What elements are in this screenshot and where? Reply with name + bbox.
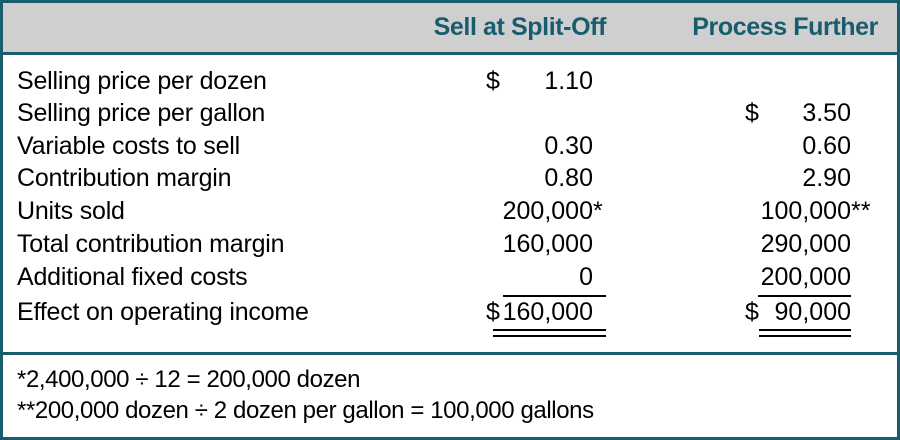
row-label: Variable costs to sell <box>17 132 241 160</box>
table-row-units-sold: Units sold 200,000 * 100,000 ** <box>3 195 897 227</box>
footnote-units-sold-gallons: **200,000 dozen ÷ 2 dozen per gallon = 1… <box>17 397 594 424</box>
footnote-units-sold-dozen: *2,400,000 ÷ 12 = 200,000 dozen <box>17 366 361 393</box>
cell-value: 100,000 <box>760 197 851 225</box>
cell-value: 0.30 <box>544 132 593 160</box>
table-row-contribution-margin: Contribution margin 0.80 2.90 <box>3 162 897 194</box>
double-underline-process-further <box>759 329 851 337</box>
row-label: Additional fixed costs <box>17 263 248 291</box>
cell-value: 0.80 <box>544 164 593 192</box>
cell-split-off <box>486 97 606 129</box>
table-footnotes: *2,400,000 ÷ 12 = 200,000 dozen **200,00… <box>3 352 897 434</box>
table-row-additional-fixed-costs: Additional fixed costs 0 200,000 <box>3 261 897 293</box>
dollar-sign: $ <box>745 99 759 127</box>
cell-value: 200,000 <box>502 197 593 225</box>
dollar-sign: $ <box>486 298 500 326</box>
table-row-total-contribution-margin: Total contribution margin 160,000 290,00… <box>3 228 897 260</box>
cell-process-further: 290,000 <box>745 228 876 260</box>
table-row-variable-costs-to-sell: Variable costs to sell 0.30 0.60 <box>3 130 897 162</box>
table-header-row: Sell at Split-Off Process Further <box>3 3 897 55</box>
cell-value: 2.90 <box>802 164 851 192</box>
cell-process-further: 2.90 <box>745 162 876 194</box>
cell-split-off: 0.30 <box>486 130 606 162</box>
row-label: Selling price per gallon <box>17 99 266 127</box>
table-row-selling-price-per-dozen: Selling price per dozen $ 1.10 <box>3 65 897 97</box>
cell-value: 200,000 <box>760 263 851 291</box>
cell-value: 160,000 <box>502 298 593 326</box>
cell-split-off: 160,000 <box>486 228 606 260</box>
cell-value: 90,000 <box>774 298 851 326</box>
cell-split-off: $ 160,000 <box>486 296 606 328</box>
cell-value: 290,000 <box>760 230 851 258</box>
row-label: Total contribution margin <box>17 230 285 258</box>
cell-value: 0.60 <box>802 132 851 160</box>
cell-split-off: $ 1.10 <box>486 65 606 97</box>
single-underline-process-further <box>758 295 851 297</box>
table-row-effect-on-operating-income: Effect on operating income $ 160,000 $ 9… <box>3 296 897 328</box>
dollar-sign: $ <box>486 67 500 95</box>
cell-process-further: 100,000 ** <box>745 195 876 227</box>
single-underline-split-off <box>503 295 606 297</box>
cell-process-further: 200,000 <box>745 261 876 293</box>
cell-value: 0 <box>579 263 593 291</box>
cell-process-further: 0.60 <box>745 130 876 162</box>
cell-value: 160,000 <box>502 230 593 258</box>
row-label: Selling price per dozen <box>17 67 267 95</box>
cell-process-further: $ 90,000 <box>745 296 876 328</box>
row-label: Effect on operating income <box>17 298 309 326</box>
row-label: Units sold <box>17 197 125 225</box>
cell-split-off: 200,000 * <box>486 195 606 227</box>
column-header-sell-at-split-off: Sell at Split-Off <box>433 13 607 41</box>
footnote-marker: * <box>593 197 603 225</box>
cell-process-further: $ 3.50 <box>745 97 876 129</box>
table-body: Selling price per dozen $ 1.10 Selling p… <box>3 55 897 352</box>
dollar-sign: $ <box>745 298 759 326</box>
cell-value: 1.10 <box>544 67 593 95</box>
cell-value: 3.50 <box>802 99 851 127</box>
double-underline-split-off <box>493 329 606 337</box>
cell-split-off: 0.80 <box>486 162 606 194</box>
column-header-process-further: Process Further <box>692 13 878 41</box>
cell-split-off: 0 <box>486 261 606 293</box>
cell-process-further <box>745 65 876 97</box>
table-row-selling-price-per-gallon: Selling price per gallon $ 3.50 <box>3 97 897 129</box>
footnote-marker: ** <box>851 197 871 225</box>
row-label: Contribution margin <box>17 164 232 192</box>
